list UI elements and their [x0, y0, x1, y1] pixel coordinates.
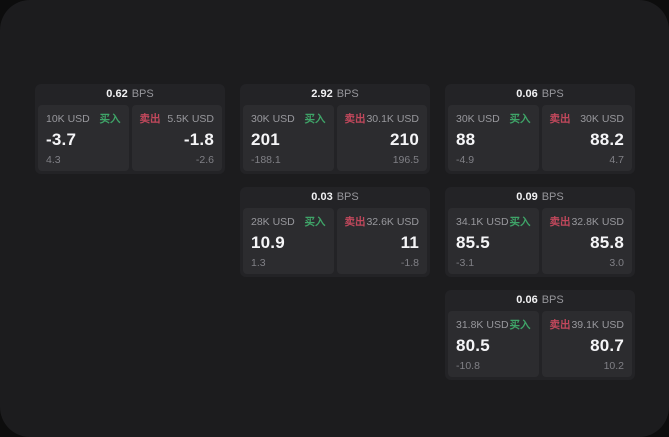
buy-delta: -4.9: [456, 154, 475, 166]
buy-delta: -3.1: [456, 257, 475, 269]
bps-unit-label: BPS: [541, 88, 564, 100]
buy-side-label: 买入: [99, 113, 121, 125]
sell-size: 5.5K USD: [167, 112, 214, 125]
buy-quote-cell[interactable]: 30K USD 买入 201 -188.1: [243, 105, 334, 171]
quote-cells: 34.1K USD 买入 85.5 -3.1 卖出 32.8K USD 85.8…: [448, 208, 632, 274]
quote-cells: 30K USD 买入 201 -188.1 卖出 30.1K USD 210 1…: [243, 105, 427, 171]
buy-price: -3.7: [46, 130, 77, 149]
sell-price: 80.7: [590, 336, 624, 355]
buy-delta: -10.8: [456, 360, 480, 372]
quote-card: 0.06 BPS 30K USD 买入 88 -4.9 卖出 30K USD 8…: [445, 84, 635, 174]
bps-value: 0.09: [516, 191, 538, 203]
quote-card: 0.62 BPS 10K USD 买入 -3.7 4.3 卖出 5.5K USD…: [35, 84, 225, 174]
sell-side-label: 卖出: [549, 216, 571, 228]
buy-delta: 4.3: [46, 154, 61, 166]
buy-quote-cell[interactable]: 10K USD 买入 -3.7 4.3: [38, 105, 129, 171]
buy-price: 201: [251, 130, 280, 149]
bps-unit-label: BPS: [131, 88, 154, 100]
sell-side-label: 卖出: [139, 113, 161, 125]
buy-side-label: 买入: [509, 113, 531, 125]
quote-card: 0.09 BPS 34.1K USD 买入 85.5 -3.1 卖出 32.8K…: [445, 187, 635, 277]
bps-unit-label: BPS: [336, 191, 359, 203]
sell-price: -1.8: [183, 130, 214, 149]
sell-quote-cell[interactable]: 卖出 32.8K USD 85.8 3.0: [541, 208, 632, 274]
sell-side-label: 卖出: [344, 113, 366, 125]
buy-quote-cell[interactable]: 30K USD 买入 88 -4.9: [448, 105, 539, 171]
bps-header: 0.06 BPS: [445, 290, 635, 311]
sell-side-label: 卖出: [344, 216, 366, 228]
buy-price: 10.9: [251, 233, 285, 252]
buy-side-label: 买入: [304, 216, 326, 228]
buy-delta: 1.3: [251, 257, 266, 269]
buy-price: 80.5: [456, 336, 490, 355]
bps-header: 0.03 BPS: [240, 187, 430, 208]
sell-delta: 10.2: [603, 360, 624, 372]
bps-unit-label: BPS: [336, 88, 359, 100]
bps-value: 0.06: [516, 294, 538, 306]
sell-delta: -1.8: [400, 257, 419, 269]
buy-side-label: 买入: [509, 216, 531, 228]
bps-header: 2.92 BPS: [240, 84, 430, 105]
quote-card: 0.06 BPS 31.8K USD 买入 80.5 -10.8 卖出 39.1…: [445, 290, 635, 380]
buy-quote-cell[interactable]: 28K USD 买入 10.9 1.3: [243, 208, 334, 274]
buy-price: 88: [456, 130, 476, 149]
sell-delta: 4.7: [609, 154, 624, 166]
sell-size: 30.1K USD: [366, 112, 419, 125]
bps-header: 0.06 BPS: [445, 84, 635, 105]
sell-quote-cell[interactable]: 卖出 30K USD 88.2 4.7: [541, 105, 632, 171]
sell-quote-cell[interactable]: 卖出 30.1K USD 210 196.5: [336, 105, 427, 171]
sell-price: 85.8: [590, 233, 624, 252]
quote-cells: 10K USD 买入 -3.7 4.3 卖出 5.5K USD -1.8 -2.…: [38, 105, 222, 171]
buy-size: 31.8K USD: [456, 318, 509, 331]
bps-unit-label: BPS: [541, 191, 564, 203]
bps-value: 0.03: [311, 191, 333, 203]
quote-cells: 31.8K USD 买入 80.5 -10.8 卖出 39.1K USD 80.…: [448, 311, 632, 377]
bps-unit-label: BPS: [541, 294, 564, 306]
bps-value: 0.62: [106, 88, 128, 100]
bps-value: 0.06: [516, 88, 538, 100]
sell-delta: -2.6: [195, 154, 214, 166]
sell-side-label: 卖出: [549, 113, 571, 125]
buy-side-label: 买入: [304, 113, 326, 125]
buy-size: 30K USD: [251, 112, 295, 125]
sell-size: 32.8K USD: [571, 215, 624, 228]
bps-header: 0.62 BPS: [35, 84, 225, 105]
quote-card: 0.03 BPS 28K USD 买入 10.9 1.3 卖出 32.6K US…: [240, 187, 430, 277]
sell-size: 39.1K USD: [571, 318, 624, 331]
sell-size: 32.6K USD: [366, 215, 419, 228]
buy-quote-cell[interactable]: 31.8K USD 买入 80.5 -10.8: [448, 311, 539, 377]
bps-value: 2.92: [311, 88, 333, 100]
buy-quote-cell[interactable]: 34.1K USD 买入 85.5 -3.1: [448, 208, 539, 274]
buy-side-label: 买入: [509, 319, 531, 331]
buy-size: 30K USD: [456, 112, 500, 125]
sell-delta: 3.0: [609, 257, 624, 269]
sell-quote-cell[interactable]: 卖出 5.5K USD -1.8 -2.6: [131, 105, 222, 171]
buy-delta: -188.1: [251, 154, 281, 166]
quote-card: 2.92 BPS 30K USD 买入 201 -188.1 卖出 30.1K …: [240, 84, 430, 174]
buy-size: 10K USD: [46, 112, 90, 125]
sell-delta: 196.5: [392, 154, 419, 166]
sell-side-label: 卖出: [549, 319, 571, 331]
bps-header: 0.09 BPS: [445, 187, 635, 208]
sell-price: 210: [390, 130, 419, 149]
sell-price: 11: [400, 233, 419, 252]
sell-size: 30K USD: [580, 112, 624, 125]
quote-cells: 28K USD 买入 10.9 1.3 卖出 32.6K USD 11 -1.8: [243, 208, 427, 274]
sell-quote-cell[interactable]: 卖出 32.6K USD 11 -1.8: [336, 208, 427, 274]
quote-cells: 30K USD 买入 88 -4.9 卖出 30K USD 88.2 4.7: [448, 105, 632, 171]
sell-quote-cell[interactable]: 卖出 39.1K USD 80.7 10.2: [541, 311, 632, 377]
buy-size: 34.1K USD: [456, 215, 509, 228]
buy-price: 85.5: [456, 233, 490, 252]
sell-price: 88.2: [590, 130, 624, 149]
buy-size: 28K USD: [251, 215, 295, 228]
